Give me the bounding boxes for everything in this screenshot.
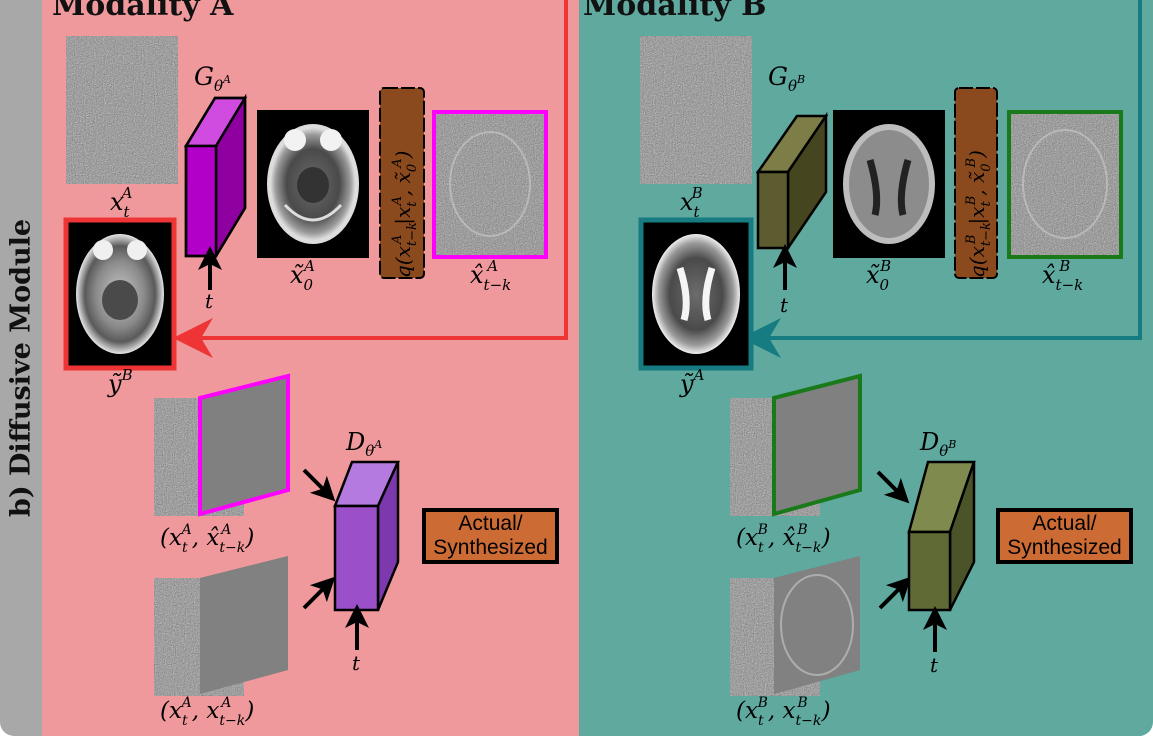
feedback-arrow-a [173,0,568,358]
real-pair-images-a [154,556,288,696]
disc-input-arrow-2-a [302,576,336,610]
decision-line1-a: Actual/ [458,512,523,535]
denoised-image-a [257,110,369,258]
prediction-image-b [1007,110,1123,259]
fake-pair-images-a [154,373,290,517]
disc-time-label-b: t [930,653,939,677]
generator-b-label: GθB [768,62,805,95]
fake-pair-label-a: (xtA, x̂t−kA) [160,522,254,556]
fake-pair-images-b [730,373,862,517]
generator-b-block [755,111,829,253]
decision-box-b [996,508,1133,564]
feedback-arrow-b [741,0,1142,358]
modality-b-title: Modality B [583,0,767,23]
posterior-label-b: q(xt−kB|xtB, x̃0B) [964,150,994,278]
source-label-a: ỹB [107,366,133,398]
modality-a-title: Modality A [52,0,234,23]
noisy-input-label-a: xtA [110,184,133,221]
decision-label-b: Actual/ Synthesized [998,510,1131,562]
modality-b-diagram: xtB GθB t x̃0B q(xt−kB|xtB, x̃0B) [638,0,1142,729]
real-pair-label-a: (xtA, xt−kA) [160,695,254,729]
prediction-image-a [432,110,548,259]
posterior-box-a: q(xt−kA|xtA, x̃0A) [379,87,425,279]
modality-a-diagram: xtA GθA t x̃0A [63,0,568,729]
generator-a-block [183,93,248,261]
source-label-b: ỹA [679,366,705,398]
noisy-input-image-a [66,36,178,184]
noisy-input-image-b [640,36,752,184]
real-pair-images-b [730,556,860,696]
real-pair-label-b: (xtB, xt−kB) [736,695,831,729]
posterior-box-b: q(xt−kB|xtB, x̃0B) [954,87,998,279]
decision-line2-b: Synthesized [1007,536,1122,559]
generator-a-label: GθA [194,62,231,95]
source-image-b [638,217,754,371]
decision-line1-b: Actual/ [1032,512,1097,535]
time-label-a: t [205,289,214,313]
decision-box-a [422,508,559,564]
noisy-input-label-b: xtB [680,184,703,221]
decision-label-a: Actual/ Synthesized [424,510,557,562]
discriminator-a-block [333,460,400,612]
decision-line2-a: Synthesized [433,536,548,559]
disc-input-arrow-2-b [878,576,912,610]
disc-time-label-a: t [352,651,361,675]
discriminator-b-block [907,460,976,612]
source-image-a [63,217,177,371]
time-label-b: t [780,293,789,317]
sidebar: b) Diffusive Module [0,0,42,736]
prediction-label-a: x̂t−kA [470,257,511,294]
prediction-label-b: x̂t−kB [1042,257,1083,294]
discriminator-a-label: DθA [345,428,382,460]
denoised-label-a: x̃0A [290,257,315,294]
posterior-label-a: q(xt−kA|xtA, x̃0A) [390,151,420,278]
denoised-image-b [833,110,945,258]
denoised-label-b: x̃0B [866,257,891,294]
disc-input-arrow-1-a [302,468,336,502]
fake-pair-label-b: (xtB, x̂t−kB) [736,522,831,556]
disc-input-arrow-1-b [876,470,910,504]
discriminator-b-label: DθB [919,428,956,460]
